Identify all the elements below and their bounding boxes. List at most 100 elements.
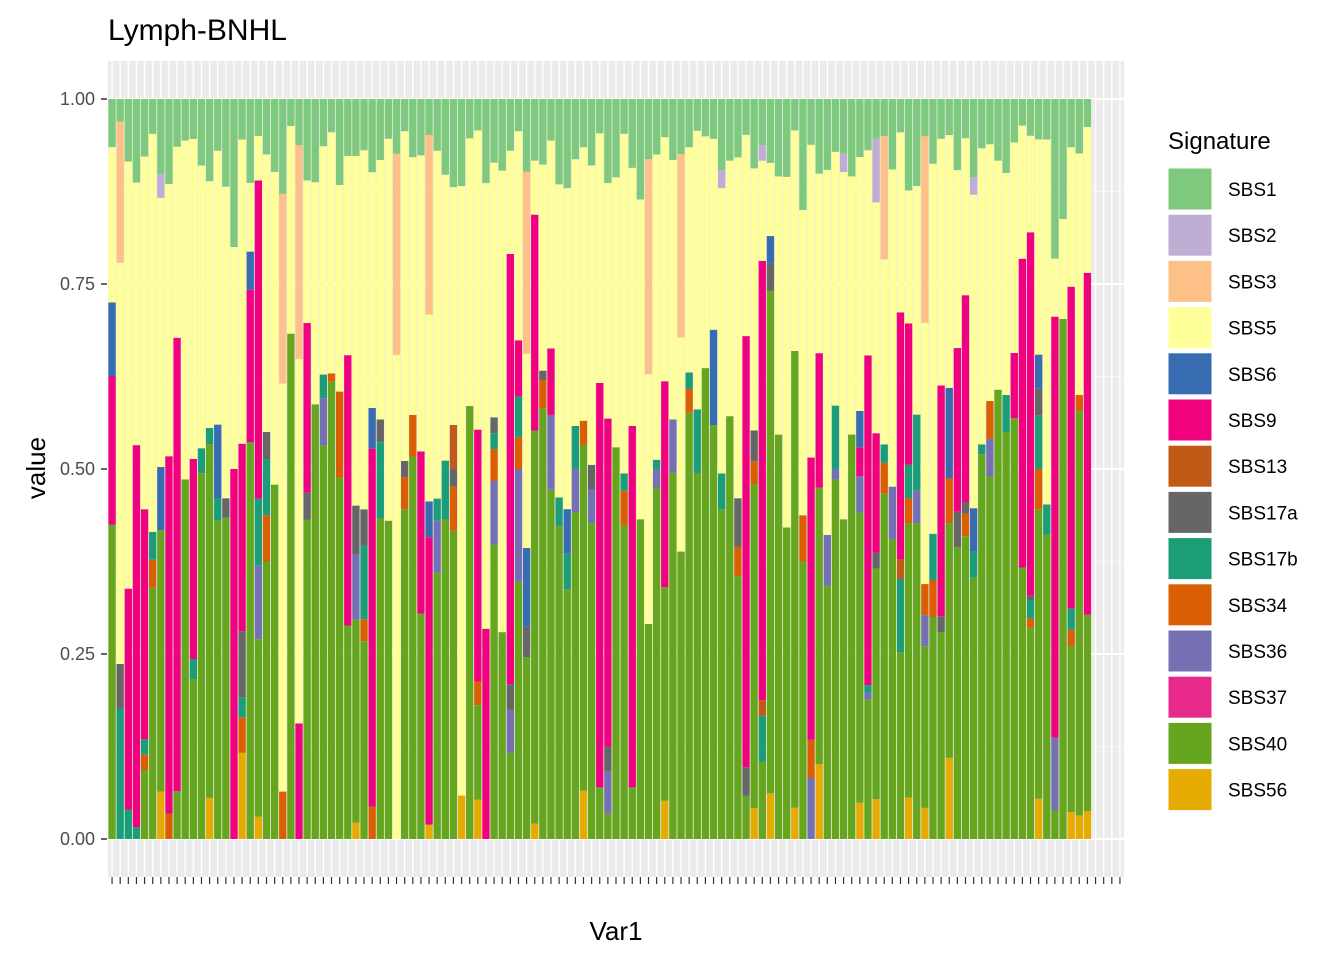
bar-segment-sbs5 — [490, 162, 498, 418]
bar-segment-sbs5 — [677, 337, 685, 552]
bar-segment-sbs5 — [214, 150, 222, 425]
bar-segment-sbs40 — [344, 625, 352, 839]
bar-segment-sbs1 — [701, 99, 710, 137]
bar-segment-sbs1 — [132, 99, 141, 183]
bar-segment-sbs17a — [539, 370, 547, 381]
bar-segment-sbs2 — [872, 138, 880, 203]
bar-segment-sbs40 — [563, 589, 571, 839]
bar-segment-sbs5 — [116, 262, 124, 664]
bar-segment-sbs1 — [856, 99, 864, 158]
bar-segment-sbs56 — [945, 757, 953, 839]
bar-segment-sbs1 — [864, 99, 872, 151]
bar-segment-sbs36 — [514, 469, 523, 582]
bar-segment-sbs40 — [791, 350, 799, 808]
bar-segment-sbs17b — [376, 442, 384, 519]
bar-segment-sbs1 — [831, 99, 840, 152]
bar-segment-sbs40 — [157, 530, 165, 792]
bar-segment-sbs5 — [238, 139, 246, 444]
bar-segment-sbs40 — [1043, 534, 1051, 839]
bar-segment-sbs1 — [1010, 99, 1018, 143]
bar-segment-sbs9 — [1067, 286, 1075, 609]
bar-segment-sbs34 — [620, 490, 628, 526]
bar-segment-sbs5 — [335, 185, 344, 392]
bar-segment-sbs9 — [872, 433, 880, 553]
bar-segment-sbs5 — [522, 353, 531, 548]
bar-segment-sbs40 — [864, 699, 872, 839]
bar-segment-sbs36 — [856, 476, 864, 513]
bar-segment-sbs1 — [392, 99, 401, 154]
bar-segment-sbs17b — [205, 427, 214, 445]
bar-segment-sbs3 — [116, 121, 124, 263]
bar-segment-sbs13 — [758, 700, 766, 716]
bar-segment-sbs56 — [457, 795, 466, 839]
bar-segment-sbs1 — [417, 99, 425, 156]
bar-segment-sbs17b — [1026, 599, 1035, 619]
bar-segment-sbs40 — [287, 333, 295, 839]
bar-segment-sbs40 — [612, 447, 620, 839]
bar-segment-sbs17a — [937, 616, 945, 633]
bar-segment-sbs5 — [888, 169, 897, 487]
y-tick-label: 0.75 — [60, 274, 95, 294]
bar-segment-sbs56 — [205, 797, 214, 839]
bar-segment-sbs5 — [766, 162, 775, 237]
bar-segment-sbs5 — [287, 126, 295, 334]
bar-segment-sbs1 — [579, 99, 588, 148]
bar-segment-sbs5 — [791, 130, 799, 351]
bar-segment-sbs5 — [685, 147, 693, 373]
bar-segment-sbs1 — [994, 99, 1002, 161]
bar-segment-sbs40 — [270, 484, 279, 839]
bar-segment-sbs1 — [173, 99, 181, 147]
bar-segment-sbs1 — [108, 99, 116, 148]
bar-segment-sbs1 — [839, 99, 848, 154]
bar-segment-sbs5 — [449, 187, 458, 425]
x-axis — [111, 877, 1121, 884]
bar-segment-sbs40 — [246, 442, 254, 839]
bar-segment-sbs1 — [140, 99, 149, 157]
legend-label-sbs56: SBS56 — [1228, 781, 1287, 802]
bar-segment-sbs40 — [766, 290, 775, 794]
bar-segment-sbs17b — [360, 545, 368, 620]
bar-segment-sbs1 — [482, 99, 490, 184]
bar-segment-sbs40 — [205, 444, 214, 798]
bar-segment-sbs40 — [652, 487, 661, 839]
bar-segment-sbs17a — [734, 498, 742, 547]
bar-segment-sbs34 — [1067, 629, 1075, 646]
bar-segment-sbs40 — [490, 544, 498, 839]
legend-key-sbs36 — [1167, 629, 1213, 673]
bar-segment-sbs17b — [319, 374, 328, 399]
bar-segment-sbs6 — [246, 251, 254, 290]
bar-segment-sbs5 — [839, 172, 848, 520]
bar-segment-sbs5 — [815, 173, 823, 354]
bar-segment-sbs5 — [392, 354, 401, 839]
bar-segment-sbs1 — [1075, 99, 1083, 154]
bar-segment-sbs1 — [661, 99, 669, 138]
bar-segment-sbs34 — [449, 486, 458, 531]
bar-segment-sbs34 — [986, 401, 994, 439]
bar-segment-sbs40 — [417, 613, 425, 839]
bar-segment-sbs40 — [262, 561, 271, 839]
legend-key-sbs56 — [1167, 768, 1213, 812]
bar-segment-sbs5 — [506, 150, 514, 254]
bar-segment-sbs17a — [750, 430, 758, 462]
bar-segment-sbs5 — [880, 259, 888, 445]
bar-segment-sbs5 — [222, 186, 230, 499]
bar-segment-sbs40 — [831, 479, 840, 839]
bar-segment-sbs56 — [856, 802, 864, 839]
bar-segment-sbs5 — [872, 202, 880, 434]
bar-segment-sbs34 — [807, 739, 815, 778]
bar-segment-sbs9 — [189, 459, 198, 659]
bar-segment-sbs40 — [222, 517, 230, 839]
bar-segment-sbs40 — [669, 472, 677, 839]
bar-segment-sbs17b — [189, 659, 198, 679]
bar-segment-sbs40 — [173, 791, 181, 839]
bar-segment-sbs5 — [262, 154, 271, 432]
bar-segment-sbs9 — [165, 456, 173, 814]
bar-segment-sbs5 — [368, 172, 376, 409]
bar-segment-sbs1 — [978, 99, 986, 149]
bar-segment-sbs9 — [132, 445, 141, 828]
bar-segment-sbs1 — [457, 99, 466, 187]
bar-segment-sbs17a — [360, 509, 368, 546]
bar-segment-sbs17a — [238, 631, 246, 698]
bar-segment-sbs6 — [709, 329, 718, 426]
bar-segment-sbs5 — [636, 199, 645, 520]
